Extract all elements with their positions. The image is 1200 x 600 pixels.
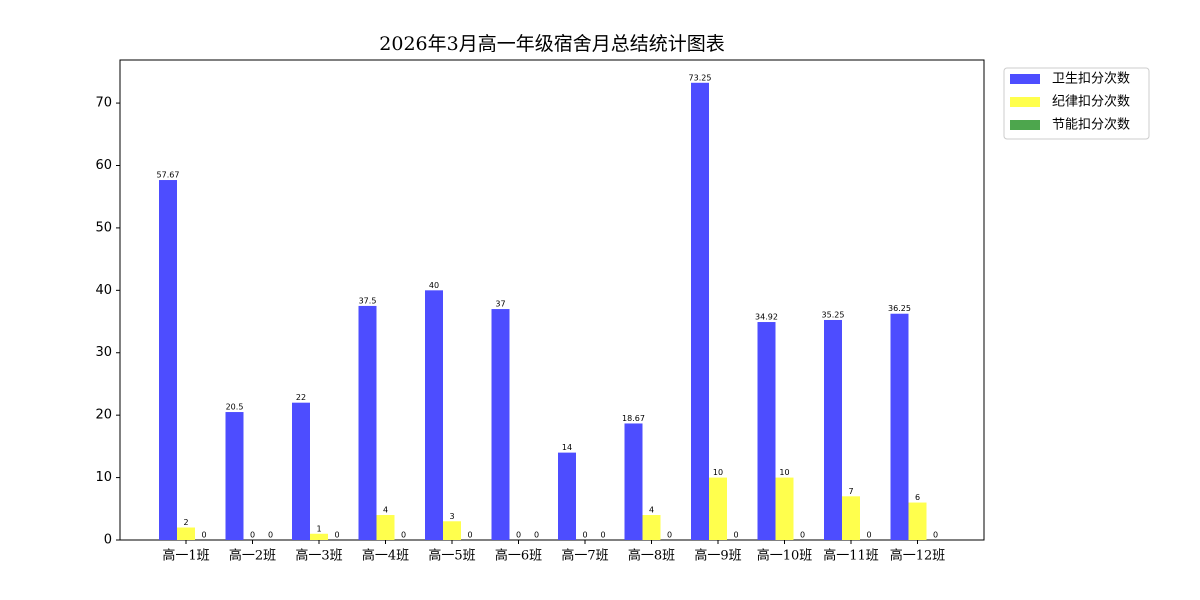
value-label: 3	[449, 512, 454, 521]
value-label: 22	[296, 393, 306, 402]
value-label: 4	[383, 506, 388, 515]
value-label: 20.5	[226, 403, 244, 412]
bar	[824, 319, 842, 540]
y-tick-label: 0	[104, 533, 112, 548]
value-label: 7	[848, 487, 853, 496]
plot-frame	[119, 59, 985, 541]
bar	[709, 477, 727, 540]
value-label: 0	[516, 531, 521, 540]
y-tick-label: 70	[95, 96, 112, 111]
bar	[842, 496, 860, 540]
value-label: 10	[779, 468, 789, 477]
x-tick-label: 高一3班	[295, 548, 342, 564]
chart-title: 2026年3月高一年级宿舍月总结统计图表	[379, 33, 724, 55]
y-tick-label: 20	[95, 408, 112, 423]
y-tick-label: 40	[95, 283, 112, 298]
value-label: 1	[316, 524, 321, 533]
value-label: 0	[667, 531, 672, 540]
bar	[691, 82, 709, 540]
x-tick-label: 高一7班	[561, 548, 608, 564]
legend-label: 纪律扣分次数	[1052, 94, 1130, 110]
x-tick-label: 高一12班	[890, 548, 946, 564]
bar	[376, 515, 395, 540]
bar	[310, 533, 328, 540]
y-tick-label: 30	[95, 345, 112, 360]
x-tick-label: 高一10班	[757, 548, 813, 564]
value-label: 0	[534, 531, 539, 540]
bar	[443, 521, 461, 540]
value-label: 37	[495, 300, 505, 309]
legend-swatch	[1010, 74, 1040, 84]
value-label: 0	[201, 531, 206, 540]
legend-swatch	[1010, 120, 1040, 130]
legend-label: 节能扣分次数	[1052, 117, 1130, 133]
legend-box	[1003, 67, 1150, 140]
x-tick-label: 高一9班	[694, 548, 741, 564]
bar	[775, 477, 794, 540]
bar	[908, 502, 927, 540]
value-label: 35.25	[822, 310, 845, 319]
value-label: 0	[582, 531, 587, 540]
bar	[558, 452, 576, 540]
value-label: 73.25	[689, 73, 712, 82]
bar	[292, 402, 310, 540]
legend-swatch	[1010, 97, 1040, 107]
y-tick-label: 10	[95, 470, 112, 485]
value-label: 18.67	[622, 414, 645, 423]
value-label: 0	[733, 531, 738, 540]
value-label: 36.25	[888, 304, 911, 313]
bar	[642, 515, 661, 540]
bar	[491, 309, 510, 540]
value-label: 57.67	[157, 171, 180, 180]
x-tick-label: 高一6班	[495, 548, 542, 564]
bar	[624, 423, 643, 540]
value-label: 0	[250, 531, 255, 540]
legend-label: 卫生扣分次数	[1052, 71, 1130, 87]
value-label: 0	[401, 531, 406, 540]
value-label: 34.92	[755, 313, 778, 322]
value-label: 37.5	[359, 296, 377, 305]
bar	[177, 527, 195, 540]
value-label: 2	[183, 518, 188, 527]
x-tick-label: 高一5班	[428, 548, 475, 564]
bar	[425, 290, 443, 540]
bar	[225, 412, 244, 540]
bar	[757, 322, 776, 540]
value-label: 0	[600, 531, 605, 540]
value-label: 10	[713, 468, 723, 477]
value-label: 4	[649, 506, 654, 515]
x-tick-label: 高一11班	[823, 548, 879, 564]
value-label: 14	[562, 443, 572, 452]
x-tick-label: 高一4班	[362, 548, 409, 564]
x-tick-label: 高一8班	[628, 548, 675, 564]
value-label: 0	[933, 531, 938, 540]
value-label: 0	[866, 531, 871, 540]
value-label: 40	[429, 281, 439, 290]
bar	[159, 180, 177, 541]
y-tick-label: 60	[95, 158, 112, 173]
value-label: 0	[334, 531, 339, 540]
value-label: 6	[915, 493, 920, 502]
value-label: 0	[268, 531, 273, 540]
x-tick-label: 高一1班	[162, 548, 209, 564]
x-tick-label: 高一2班	[229, 548, 276, 564]
value-label: 0	[467, 531, 472, 540]
bar	[890, 313, 909, 540]
value-label: 0	[800, 531, 805, 540]
y-tick-label: 50	[95, 220, 112, 235]
bar	[358, 305, 377, 540]
